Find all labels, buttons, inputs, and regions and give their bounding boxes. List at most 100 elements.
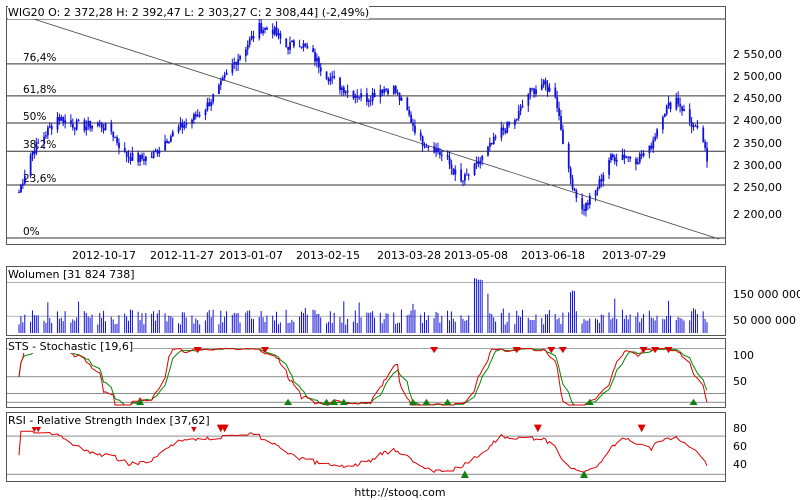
candle-body — [500, 127, 503, 138]
candle-body — [613, 157, 616, 162]
fib-level-label: 23,6% — [23, 173, 56, 185]
candle-body — [635, 158, 637, 165]
candle-body — [527, 94, 530, 106]
candle-body — [519, 106, 522, 112]
candle-body — [594, 191, 597, 196]
candle-body — [354, 95, 357, 98]
candle-body — [679, 103, 682, 107]
candle-body — [275, 27, 278, 36]
buy-signal-marker — [408, 398, 417, 405]
candle-body — [23, 175, 26, 184]
candle-body — [694, 125, 697, 127]
candle-body — [387, 89, 389, 94]
candle-body — [266, 27, 268, 30]
candle-body — [166, 140, 168, 143]
candle-body — [675, 97, 678, 110]
candle-body — [602, 174, 605, 182]
sell-signal-marker — [220, 424, 229, 433]
candle-body — [341, 87, 343, 91]
candle-body — [352, 90, 355, 98]
candle-body — [47, 127, 49, 136]
source-footer[interactable]: http://stooq.com — [354, 486, 446, 499]
candle-body — [181, 122, 184, 128]
candle-body — [177, 127, 180, 132]
candle-body — [581, 198, 584, 210]
candle-body — [642, 153, 645, 156]
candle-body — [665, 105, 668, 115]
candle-body — [300, 46, 303, 48]
candle-body — [304, 43, 307, 46]
candle-body — [127, 156, 130, 158]
candle-body — [610, 154, 612, 161]
candle-body — [608, 160, 610, 175]
candle-body — [400, 97, 403, 101]
x-tick-label: 2013-05-08 — [444, 249, 508, 262]
candle-body — [116, 137, 119, 143]
y-tick-label: 2 350,00 — [733, 137, 782, 150]
candle-body — [168, 141, 170, 143]
candle-body — [615, 160, 618, 162]
stochastic-y-tick-label: 50 — [733, 375, 747, 388]
sell-signal-marker — [664, 346, 673, 354]
volume-chart — [7, 278, 725, 333]
candle-body — [448, 157, 451, 165]
candle-body — [289, 42, 291, 50]
candle-body — [139, 154, 142, 162]
candle-body — [535, 89, 537, 95]
candle-body — [650, 145, 653, 149]
candle-body — [279, 33, 282, 39]
y-tick-label: 2 200,00 — [733, 208, 782, 221]
candle-body — [502, 127, 505, 131]
candle-body — [423, 145, 426, 147]
candle-body — [231, 63, 234, 73]
candle-body — [629, 156, 632, 159]
candle-body — [306, 45, 309, 49]
y-tick-label: 2 400,00 — [733, 114, 782, 127]
candle-body — [410, 114, 413, 123]
candle-body — [342, 87, 345, 94]
candle-body — [277, 33, 280, 36]
candle-body — [48, 126, 51, 128]
candle-body — [506, 122, 509, 133]
candle-body — [100, 123, 103, 129]
candle-body — [667, 102, 670, 106]
y-tick-label: 2 450,00 — [733, 92, 782, 105]
sell-signal-marker — [558, 346, 567, 354]
x-tick-label: 2013-02-15 — [296, 249, 360, 262]
candle-body — [508, 122, 511, 126]
candle-body — [414, 125, 416, 133]
candle-body — [533, 88, 536, 95]
buy-signal-marker — [689, 398, 698, 405]
candle-body — [396, 92, 399, 94]
candle-body — [123, 148, 126, 152]
candle-body — [29, 155, 32, 176]
candle-body — [102, 128, 105, 131]
rsi-line — [18, 430, 708, 474]
y-tick-label: 2 500,00 — [733, 70, 782, 83]
candle-body — [212, 94, 215, 102]
candle-body — [125, 151, 128, 157]
candle-body — [702, 127, 705, 142]
stochastic-y-tick-label: 100 — [733, 349, 754, 362]
candle-body — [706, 147, 708, 162]
candle-body — [492, 136, 495, 144]
x-tick-label: 2013-06-18 — [521, 249, 585, 262]
candle-body — [433, 146, 436, 153]
candle-body — [652, 140, 655, 149]
y-tick-label: 2 250,00 — [733, 181, 782, 194]
candle-body — [210, 101, 213, 107]
candle-body — [452, 168, 455, 175]
candle-body — [688, 109, 691, 122]
candle-body — [656, 129, 659, 137]
candle-body — [293, 40, 295, 47]
candle-body — [60, 117, 63, 121]
candle-body — [314, 52, 316, 62]
candle-body — [690, 121, 693, 128]
candle-body — [542, 80, 545, 85]
fib-level-label: 50% — [23, 111, 46, 123]
x-tick-label: 2013-01-07 — [219, 249, 283, 262]
sell-signal-marker — [430, 346, 439, 354]
candle-body — [246, 44, 249, 50]
candle-body — [64, 120, 67, 124]
candle-body — [412, 122, 414, 126]
